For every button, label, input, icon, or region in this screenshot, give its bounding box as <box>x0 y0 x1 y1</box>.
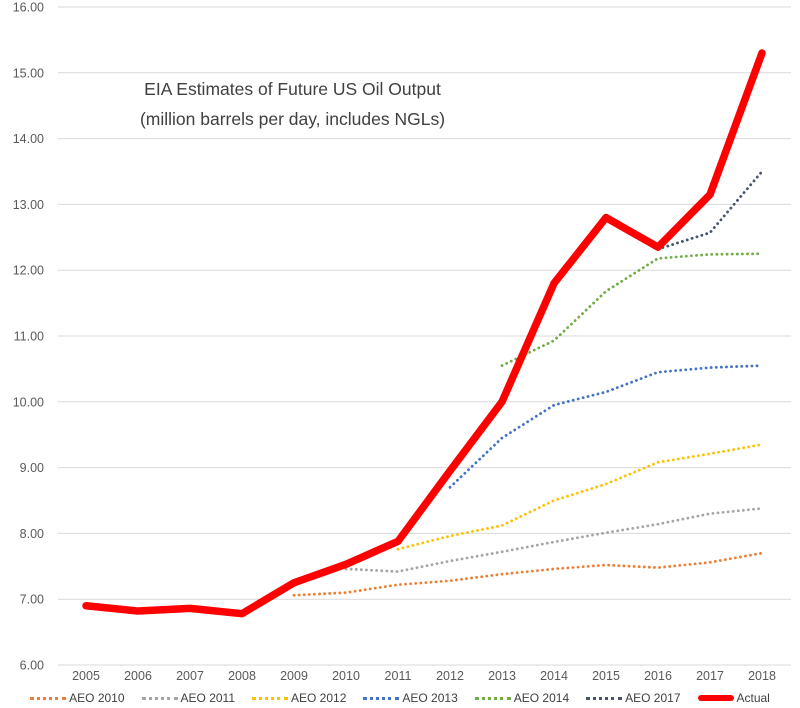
y-axis-tick-label: 12.00 <box>13 264 44 278</box>
x-axis-tick-label: 2012 <box>436 669 464 683</box>
legend-item-actual: Actual <box>697 691 770 705</box>
legend-label-aeo-2013: AEO 2013 <box>402 691 458 705</box>
legend-label-aeo-2014: AEO 2014 <box>513 691 570 705</box>
legend-label-aeo-2011: AEO 2011 <box>180 691 235 705</box>
x-axis-tick-label: 2011 <box>385 669 412 683</box>
x-axis-tick-label: 2007 <box>176 669 204 683</box>
legend-swatch-aeo-2014 <box>474 696 511 700</box>
series-line-actual <box>82 49 766 618</box>
x-axis-tick-label: 2005 <box>72 669 100 683</box>
y-axis-tick-label: 16.00 <box>13 1 44 15</box>
legend-item-aeo-2014: AEO 2014 <box>474 691 570 705</box>
y-axis-tick-label: 15.00 <box>13 66 44 80</box>
legend-label-actual: Actual <box>736 691 770 705</box>
legend-label-aeo-2012: AEO 2012 <box>291 691 347 705</box>
y-axis-tick-label: 8.00 <box>20 527 44 541</box>
x-axis-tick-label: 2016 <box>644 669 672 683</box>
x-axis-tick-label: 2008 <box>228 669 256 683</box>
x-axis-tick-label: 2010 <box>332 669 360 683</box>
legend-item-aeo-2013: AEO 2013 <box>363 691 458 705</box>
legend-swatch-aeo-2013 <box>363 696 400 700</box>
y-axis-tick-label: 6.00 <box>20 659 44 673</box>
legend-swatch-aeo-2010 <box>30 696 67 700</box>
x-axis-tick-label: 2018 <box>748 669 776 683</box>
y-axis-tick-label: 10.00 <box>13 395 44 409</box>
legend-swatch-aeo-2017 <box>586 696 623 700</box>
series-line-aeo-2017 <box>656 170 764 251</box>
x-axis-tick-label: 2015 <box>592 669 620 683</box>
legend-label-aeo-2010: AEO 2010 <box>69 691 125 705</box>
legend-item-aeo-2010: AEO 2010 <box>30 691 125 705</box>
x-axis-tick-label: 2009 <box>280 669 308 683</box>
series-line-aeo-2012 <box>396 443 764 551</box>
y-axis-tick-label: 11.00 <box>14 330 44 344</box>
legend-item-aeo-2012: AEO 2012 <box>252 691 346 705</box>
series-line-aeo-2010 <box>292 551 764 597</box>
y-axis-tick-label: 9.00 <box>20 461 44 475</box>
series-line-aeo-2011 <box>344 506 764 573</box>
legend: AEO 2010 AEO 2011 AEO 2012 AEO 2013 AEO 2014… <box>0 691 800 705</box>
legend-swatch-actual <box>697 695 734 701</box>
y-axis-tick-label: 13.00 <box>13 198 44 212</box>
x-axis-tick-label: 2014 <box>540 669 568 683</box>
x-axis-tick-label: 2006 <box>124 669 152 683</box>
x-axis-tick-label: 2013 <box>488 669 516 683</box>
y-axis-tick-label: 14.00 <box>13 132 44 146</box>
y-axis-tick-label: 7.00 <box>20 593 44 607</box>
legend-item-aeo-2017: AEO 2017 <box>586 691 681 705</box>
legend-swatch-aeo-2012 <box>252 696 288 700</box>
legend-swatch-aeo-2011 <box>141 696 178 700</box>
legend-label-aeo-2017: AEO 2017 <box>625 691 681 705</box>
series-line-aeo-2013 <box>448 364 764 489</box>
x-axis-tick-label: 2017 <box>696 669 724 683</box>
legend-item-aeo-2011: AEO 2011 <box>141 691 235 705</box>
